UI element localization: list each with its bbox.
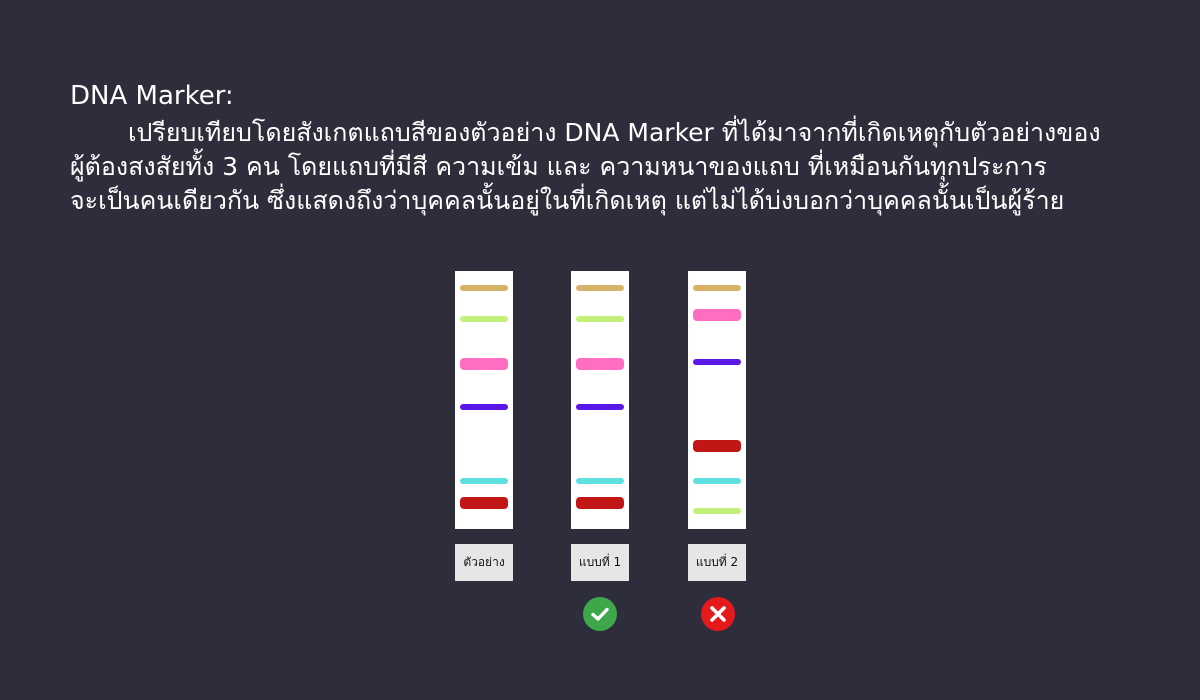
gel-lane-sample <box>455 271 513 529</box>
gel-band-crimson <box>460 497 508 509</box>
gel-lane-pattern-1 <box>571 271 629 529</box>
description-line-2: ผู้ต้องสงสัยทั้ง 3 คน โดยแถบที่มีสี ความ… <box>70 152 1047 181</box>
description-line-3: จะเป็นคนเดียวกัน ซึ่งแสดงถึงว่าบุคคลนั้น… <box>70 186 1065 215</box>
gel-band-tan <box>693 285 741 291</box>
cross-icon <box>701 597 735 631</box>
gel-band-pink <box>576 358 624 370</box>
gel-band-cyan <box>576 478 624 484</box>
gel-band-lime <box>693 508 741 514</box>
lane-label-sample: ตัวอย่าง <box>455 544 513 581</box>
lane-label-pattern-1: แบบที่ 1 <box>571 544 629 581</box>
gel-band-pink <box>693 309 741 321</box>
gel-band-lime <box>576 316 624 322</box>
gel-lane-pattern-2 <box>688 271 746 529</box>
gel-band-cyan <box>693 478 741 484</box>
gel-band-tan <box>576 285 624 291</box>
gel-band-cyan <box>460 478 508 484</box>
description-paragraph: เปรียบเทียบโดยสังเกตแถบสีของตัวอย่าง DNA… <box>70 116 1130 218</box>
gel-band-pink <box>460 358 508 370</box>
check-icon <box>583 597 617 631</box>
gel-band-crimson <box>693 440 741 452</box>
gel-band-violet <box>576 404 624 410</box>
gel-band-tan <box>460 285 508 291</box>
description-line-1: เปรียบเทียบโดยสังเกตแถบสีของตัวอย่าง DNA… <box>128 118 1101 147</box>
gel-band-lime <box>460 316 508 322</box>
heading: DNA Marker: <box>70 81 234 111</box>
lane-label-pattern-2: แบบที่ 2 <box>688 544 746 581</box>
gel-band-violet <box>460 404 508 410</box>
gel-band-violet <box>693 359 741 365</box>
gel-band-crimson <box>576 497 624 509</box>
